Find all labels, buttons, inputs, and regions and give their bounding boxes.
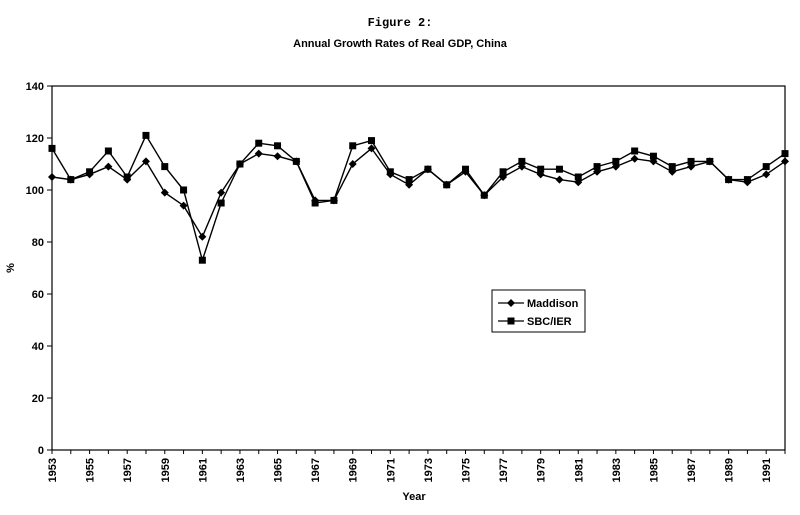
x-tick-label: 1977 (498, 458, 510, 482)
data-point-sbc-ier (706, 157, 714, 165)
x-tick-label: 1991 (761, 458, 773, 482)
y-tick-label: 140 (26, 81, 44, 93)
legend-label-maddison: Maddison (527, 298, 579, 310)
data-point-sbc-ier (67, 176, 75, 184)
x-tick-label: 1971 (385, 458, 397, 482)
y-tick-label: 0 (38, 445, 44, 457)
data-point-maddison (254, 149, 263, 158)
x-tick-label: 1957 (122, 458, 134, 482)
data-point-sbc-ier (480, 191, 488, 199)
y-tick-label: 80 (32, 237, 44, 249)
data-point-sbc-ier (762, 163, 770, 171)
data-point-maddison (198, 232, 207, 241)
y-tick-label: 120 (26, 133, 44, 145)
data-point-sbc-ier (443, 181, 451, 189)
data-point-sbc-ier (386, 168, 394, 176)
legend: Maddison SBC/IER (491, 289, 586, 333)
x-tick-label: 1963 (235, 458, 247, 482)
data-point-sbc-ier (368, 137, 376, 145)
data-point-sbc-ier (631, 147, 639, 155)
legend-label-sbc-ier: SBC/IER (527, 316, 572, 328)
data-point-sbc-ier (725, 176, 733, 184)
x-tick-label: 1965 (273, 458, 285, 482)
data-point-sbc-ier (668, 163, 676, 171)
data-point-sbc-ier (555, 165, 563, 173)
data-point-sbc-ier (537, 165, 545, 173)
data-point-maddison (762, 170, 771, 179)
plot-area-frame (51, 85, 786, 451)
data-point-sbc-ier (292, 157, 300, 165)
data-point-sbc-ier (180, 186, 188, 194)
data-point-maddison (781, 157, 789, 166)
data-point-maddison (273, 152, 282, 161)
x-tick-label: 1959 (160, 458, 172, 482)
y-tick-label: 20 (32, 393, 44, 405)
data-point-sbc-ier (649, 152, 657, 160)
data-point-maddison (48, 173, 56, 181)
data-point-maddison (160, 188, 169, 197)
data-point-sbc-ier (161, 163, 169, 171)
data-point-sbc-ier (781, 150, 789, 158)
data-point-maddison (217, 188, 226, 197)
y-tick-label: 100 (26, 185, 44, 197)
x-axis-title: Year (402, 491, 426, 503)
data-point-sbc-ier (123, 173, 131, 181)
y-axis-title: % (5, 263, 17, 273)
y-tick-label: 60 (32, 289, 44, 301)
x-tick-label: 1955 (85, 458, 97, 482)
x-tick-label: 1975 (460, 458, 472, 482)
chart-title: Annual Growth Rates of Real GDP, China (293, 38, 507, 50)
data-point-sbc-ier (499, 168, 507, 176)
x-tick-label: 1985 (648, 458, 660, 482)
x-tick-label: 1973 (423, 458, 435, 482)
data-point-sbc-ier (311, 199, 319, 207)
data-point-maddison (141, 157, 150, 166)
data-point-sbc-ier (48, 144, 56, 152)
data-point-maddison (555, 175, 564, 184)
x-tick-label: 1953 (47, 458, 59, 482)
data-point-sbc-ier (593, 163, 601, 171)
data-point-sbc-ier (612, 157, 620, 165)
x-tick-label: 1969 (348, 458, 360, 482)
data-point-sbc-ier (518, 157, 526, 165)
data-point-sbc-ier (86, 168, 94, 176)
y-tick-label: 40 (32, 341, 44, 353)
data-point-maddison (179, 201, 188, 210)
x-tick-label: 1967 (310, 458, 322, 482)
data-point-sbc-ier (461, 165, 469, 173)
data-point-sbc-ier (274, 142, 282, 150)
data-point-maddison (104, 162, 113, 171)
data-point-sbc-ier (405, 176, 413, 184)
data-point-maddison (367, 144, 376, 153)
data-point-sbc-ier (424, 165, 432, 173)
legend-box (491, 289, 586, 333)
series-lines (48, 131, 789, 264)
data-point-sbc-ier (687, 157, 695, 165)
data-point-sbc-ier (198, 256, 206, 264)
x-tick-label: 1989 (724, 458, 736, 482)
x-tick-label: 1961 (197, 458, 209, 482)
data-point-sbc-ier (236, 160, 244, 168)
figure-label: Figure 2: (367, 16, 433, 30)
legend-marker-sbc-ier (507, 317, 515, 325)
x-tick-label: 1979 (536, 458, 548, 482)
x-tick-label: 1987 (686, 458, 698, 482)
data-point-sbc-ier (142, 131, 150, 139)
data-point-maddison (348, 160, 357, 168)
data-point-sbc-ier (743, 176, 751, 184)
data-point-maddison (630, 154, 639, 163)
data-point-sbc-ier (330, 196, 338, 204)
data-point-sbc-ier (349, 142, 357, 150)
x-tick-label: 1983 (611, 458, 623, 482)
data-point-sbc-ier (217, 199, 225, 207)
legend-marker-maddison (507, 299, 515, 307)
axes: 0 20 40 60 80 100 120 140 1953 1955 1957 1959 1961 19… (26, 81, 786, 482)
x-tick-label: 1981 (573, 458, 585, 482)
series-line-maddison (51, 147, 786, 239)
series-line-sbc-ier (51, 133, 786, 263)
data-point-sbc-ier (255, 139, 263, 147)
data-point-sbc-ier (104, 147, 112, 155)
data-point-sbc-ier (574, 173, 582, 181)
